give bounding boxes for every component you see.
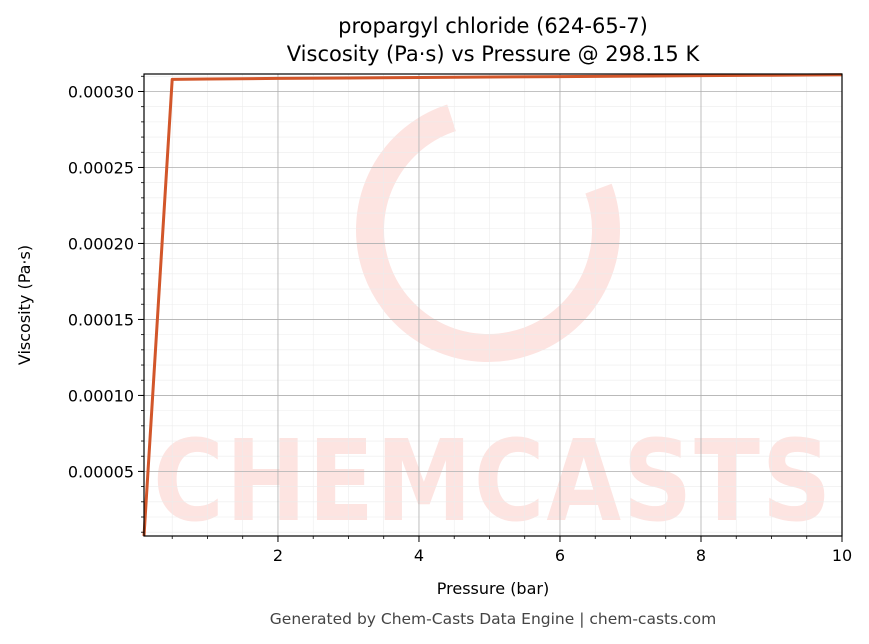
plot-frame bbox=[143, 73, 843, 537]
y-axis-label: Viscosity (Pa·s) bbox=[15, 245, 34, 365]
chart-title: propargyl chloride (624-65-7) bbox=[338, 14, 648, 38]
watermark: CHEMCASTS bbox=[153, 98, 833, 547]
y-tick-label: 0.00005 bbox=[68, 462, 134, 481]
y-tick-label: 0.00015 bbox=[68, 310, 134, 329]
x-axis-label: Pressure (bar) bbox=[437, 579, 549, 598]
footer-credit: Generated by Chem-Casts Data Engine | ch… bbox=[270, 610, 716, 628]
y-tick-label: 0.00030 bbox=[68, 82, 134, 101]
major-grid bbox=[144, 74, 843, 536]
x-tick-label: 2 bbox=[273, 546, 283, 565]
y-axis: 0.00005 0.00010 0.00015 0.00020 0.00025 0.000… bbox=[68, 75, 144, 533]
series-line bbox=[142, 73, 843, 537]
y-tick-label: 0.00025 bbox=[68, 158, 134, 177]
x-tick-label: 4 bbox=[414, 546, 424, 565]
x-axis: 2 4 6 8 10 bbox=[171, 536, 852, 565]
chart-subtitle: Viscosity (Pa·s) vs Pressure @ 298.15 K bbox=[287, 42, 701, 66]
watermark-swirl bbox=[356, 98, 620, 362]
x-tick-label: 8 bbox=[696, 546, 706, 565]
series-layer bbox=[142, 73, 843, 537]
y-tick-label: 0.00010 bbox=[68, 386, 134, 405]
x-tick-label: 10 bbox=[832, 546, 852, 565]
plot-area: CHEMCASTS bbox=[142, 73, 843, 547]
watermark-text: CHEMCASTS bbox=[153, 417, 833, 547]
x-tick-label: 6 bbox=[555, 546, 565, 565]
plot-background bbox=[144, 74, 842, 536]
y-tick-label: 0.00020 bbox=[68, 234, 134, 253]
